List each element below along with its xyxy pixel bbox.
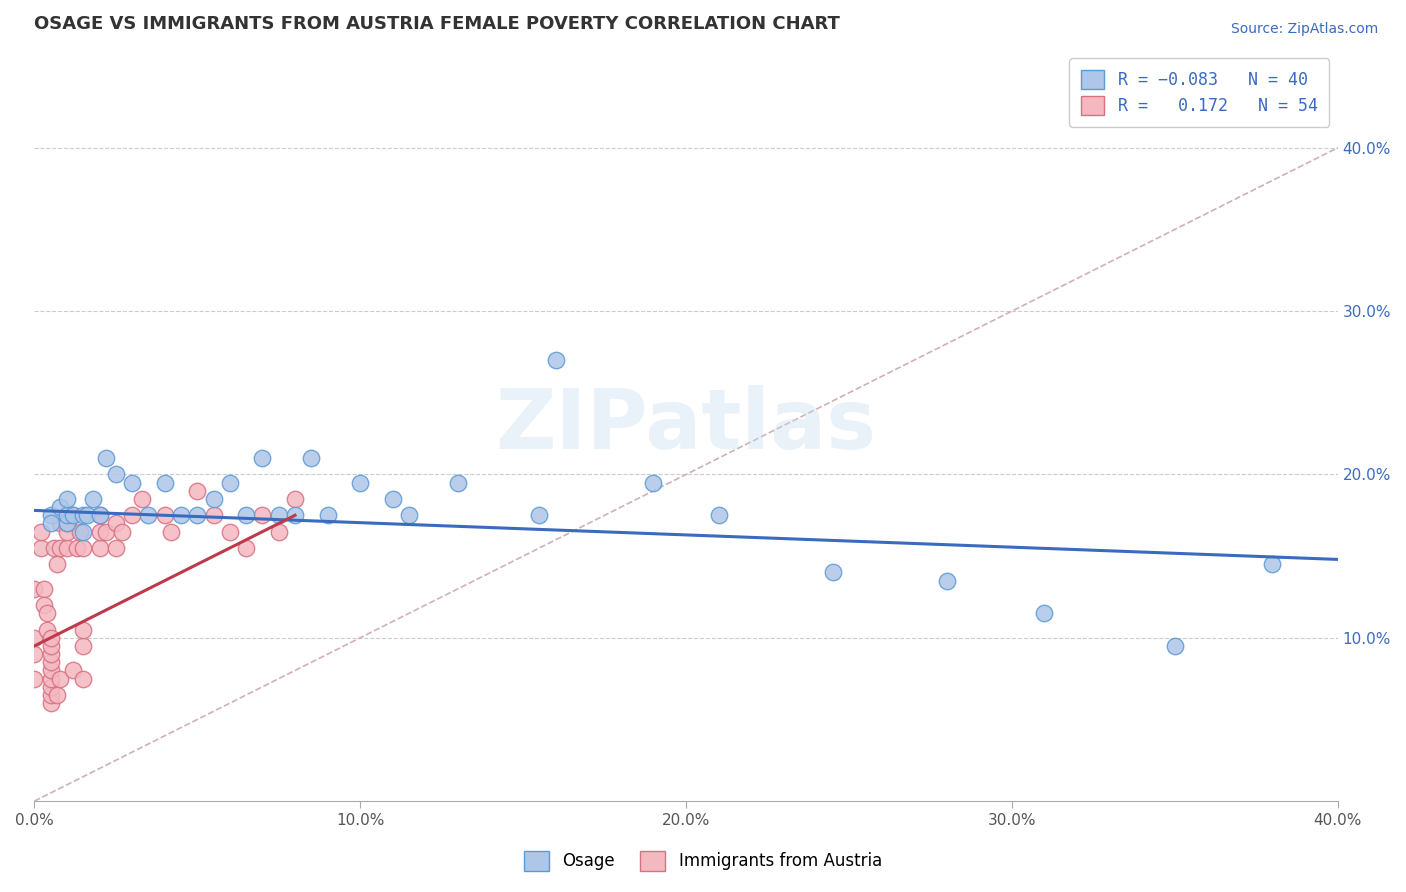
Point (56, 541, 79, 555)
Point (121, 508, 143, 523)
Point (46, 558, 69, 572)
Point (381, 491, 404, 506)
Point (39, 688, 62, 702)
Point (72, 508, 94, 523)
Point (72, 672, 94, 686)
Point (104, 541, 127, 555)
Point (30, 524, 52, 539)
Point (72, 639, 94, 653)
Point (284, 491, 307, 506)
Point (56, 491, 79, 506)
Point (39, 672, 62, 686)
Point (398, 508, 420, 523)
Point (39, 680, 62, 694)
Point (72, 524, 94, 539)
Point (56, 508, 79, 523)
Point (104, 467, 127, 482)
Point (39, 696, 62, 710)
Point (349, 475, 371, 490)
Point (218, 524, 240, 539)
Point (94, 524, 117, 539)
Point (111, 524, 134, 539)
Point (170, 508, 193, 523)
Point (49, 672, 72, 686)
Point (62, 508, 84, 523)
Point (39, 508, 62, 523)
Point (49, 500, 72, 515)
Point (252, 508, 274, 523)
Point (267, 524, 290, 539)
Point (284, 508, 307, 523)
Point (56, 524, 79, 539)
Point (252, 451, 274, 466)
Point (529, 508, 551, 523)
Point (89, 524, 111, 539)
Point (186, 483, 208, 498)
Point (235, 508, 257, 523)
Point (821, 566, 844, 580)
Point (42, 541, 65, 555)
Point (138, 508, 160, 523)
Point (37, 607, 59, 621)
Point (49, 541, 72, 555)
Point (72, 623, 94, 637)
Point (267, 508, 290, 523)
Point (235, 541, 257, 555)
Point (707, 508, 730, 523)
Point (46, 688, 69, 702)
Point (30, 541, 52, 555)
Point (82, 491, 104, 506)
Point (56, 516, 79, 531)
Point (299, 451, 322, 466)
Point (544, 353, 567, 368)
Point (316, 508, 339, 523)
Point (39, 631, 62, 645)
Point (22, 582, 45, 596)
Point (56, 516, 79, 531)
Point (1164, 639, 1187, 653)
Point (94, 451, 117, 466)
Point (39, 516, 62, 531)
Point (62, 664, 84, 678)
Point (39, 655, 62, 669)
Point (39, 664, 62, 678)
Point (1261, 558, 1284, 572)
Point (202, 508, 225, 523)
Point (76, 508, 98, 523)
Point (22, 672, 45, 686)
Point (89, 508, 111, 523)
Point (62, 508, 84, 523)
Point (160, 524, 183, 539)
Text: Source: ZipAtlas.com: Source: ZipAtlas.com (1230, 22, 1378, 37)
Point (72, 541, 94, 555)
Text: ZIPatlas: ZIPatlas (495, 385, 876, 466)
Point (447, 475, 470, 490)
Point (104, 516, 127, 531)
Point (39, 639, 62, 653)
Point (121, 475, 143, 490)
Legend: Osage, Immigrants from Austria: Osage, Immigrants from Austria (516, 842, 890, 880)
Point (202, 491, 225, 506)
Point (32, 582, 55, 596)
Point (153, 508, 176, 523)
Point (22, 647, 45, 661)
Point (66, 541, 89, 555)
Point (39, 647, 62, 661)
Point (32, 598, 55, 612)
Point (218, 475, 240, 490)
Point (153, 475, 176, 490)
Point (643, 475, 665, 490)
Point (89, 541, 111, 555)
Point (37, 623, 59, 637)
Point (69, 524, 91, 539)
Point (935, 574, 957, 588)
Point (186, 508, 208, 523)
Point (22, 631, 45, 645)
Legend: R = −0.083   N = 40, R =   0.172   N = 54: R = −0.083 N = 40, R = 0.172 N = 54 (1070, 58, 1329, 127)
Text: OSAGE VS IMMIGRANTS FROM AUSTRIA FEMALE POVERTY CORRELATION CHART: OSAGE VS IMMIGRANTS FROM AUSTRIA FEMALE … (34, 15, 841, 33)
Point (89, 508, 111, 523)
Point (131, 491, 153, 506)
Point (49, 516, 72, 531)
Point (1033, 607, 1056, 621)
